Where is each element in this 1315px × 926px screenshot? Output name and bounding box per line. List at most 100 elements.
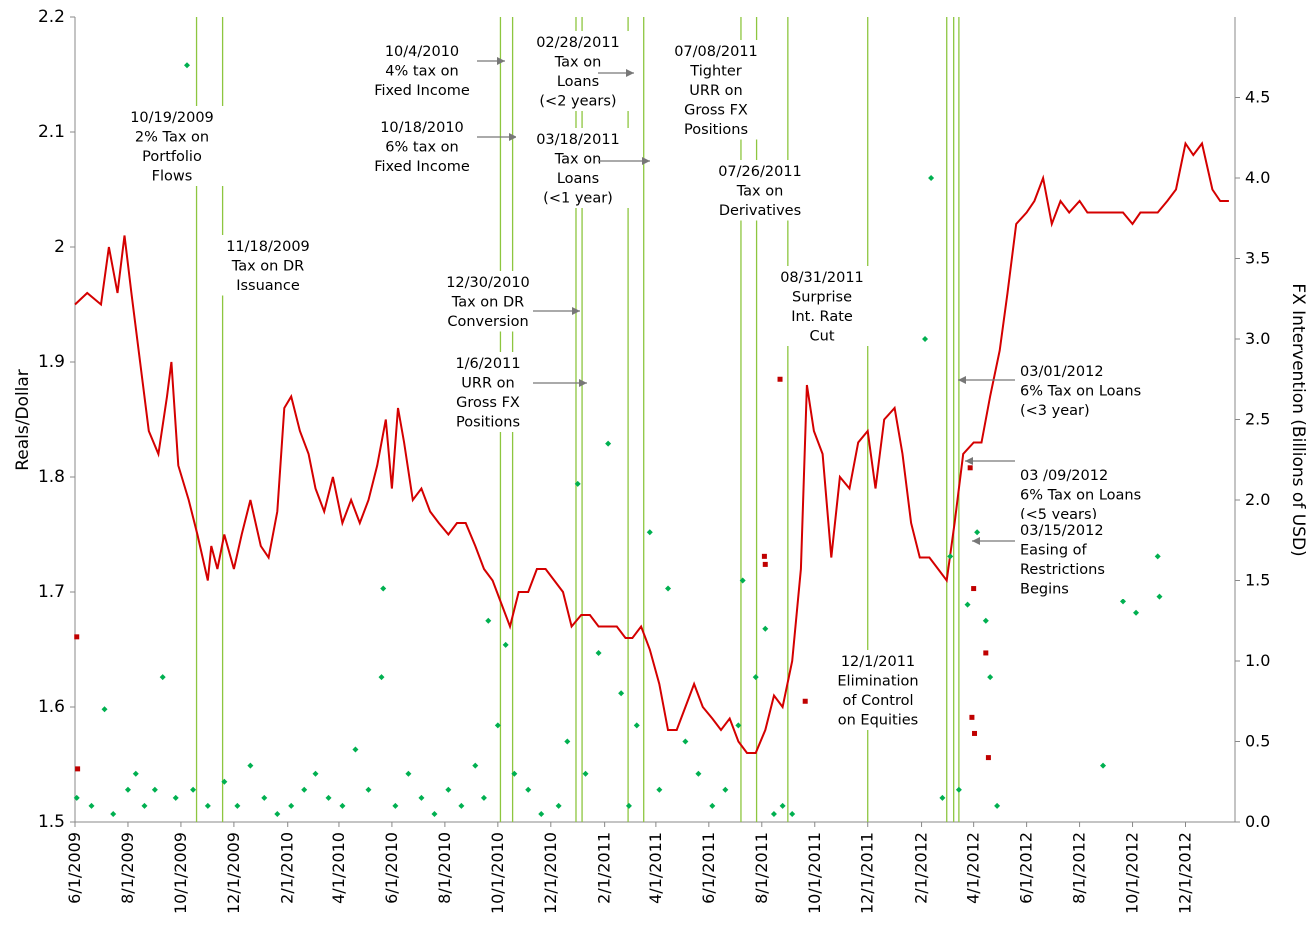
event-label: Tax on: [554, 55, 602, 71]
event-label: Flows: [152, 169, 193, 185]
intervention-point: [982, 617, 989, 624]
x-tick-label: 2/1/2010: [278, 832, 297, 904]
x-tick-label: 6/1/2010: [382, 832, 401, 904]
y2-tick-label: 2.0: [1245, 490, 1270, 509]
event-label: Gross FX: [456, 395, 520, 411]
intervention-point: [485, 617, 492, 624]
arrow-head: [497, 57, 505, 65]
intervention-point: [261, 794, 268, 801]
intervention-point: [288, 802, 295, 809]
intervention-point: [735, 722, 742, 729]
price-line: [74, 140, 1229, 754]
annotation-bg: [110, 106, 234, 186]
intervention-point: [502, 641, 509, 648]
event-label: (<2 years): [539, 94, 616, 110]
event-label: Derivatives: [719, 203, 801, 219]
x-tick-label: 10/1/2012: [1123, 832, 1142, 914]
intervention-point: [1119, 598, 1126, 605]
x-tick-label: 12/1/2011: [858, 832, 877, 914]
event-date: 1/6/2011: [455, 356, 520, 372]
intervention-point: [985, 755, 991, 761]
event-label: 4% tax on: [385, 64, 458, 80]
x-tick-label: 6/1/2012: [1017, 832, 1036, 904]
intervention-point: [172, 794, 179, 801]
intervention-point: [1154, 553, 1161, 560]
intervention-point: [431, 810, 438, 817]
intervention-point: [445, 786, 452, 793]
intervention-point: [789, 810, 796, 817]
intervention-point: [538, 810, 545, 817]
event-date: 03/18/2011: [536, 132, 620, 148]
y2-tick-label: 0.5: [1245, 732, 1270, 751]
event-date: 10/19/2009: [130, 110, 214, 126]
intervention-point: [646, 529, 653, 536]
x-tick-label: 8/1/2012: [1070, 832, 1089, 904]
intervention-point: [994, 802, 1001, 809]
event-label: Easing of: [1020, 543, 1088, 559]
intervention-point: [274, 810, 281, 817]
annotation-bg: [516, 128, 640, 208]
event-label: on Equities: [838, 713, 918, 729]
event-label: (<1 year): [543, 191, 613, 207]
intervention-point: [75, 766, 81, 772]
event-date: 07/26/2011: [718, 164, 802, 180]
intervention-point: [1156, 593, 1163, 600]
arrow-head: [572, 307, 580, 315]
arrow-head: [958, 376, 966, 384]
event-date: 12/1/2011: [841, 654, 915, 670]
intervention-point: [159, 674, 166, 681]
arrow-head: [642, 157, 650, 165]
annotation-bg: [816, 650, 940, 730]
event-date: 12/30/2010: [446, 275, 530, 291]
annotation-bg: [1017, 519, 1139, 599]
intervention-point: [74, 634, 80, 640]
y2-tick-label: 3.0: [1245, 329, 1270, 348]
x-tick-label: 12/1/2010: [541, 832, 560, 914]
event-label: Loans: [557, 74, 599, 90]
event-label: Gross FX: [684, 103, 748, 119]
event-label: Tax on: [736, 184, 784, 200]
intervention-point: [392, 802, 399, 809]
annotation-bg: [426, 271, 550, 332]
intervention-point: [525, 786, 532, 793]
event-label: Surprise: [792, 290, 852, 306]
event-date: 02/28/2011: [536, 35, 620, 51]
intervention-point: [955, 786, 962, 793]
intervention-point: [301, 786, 308, 793]
intervention-point: [574, 480, 581, 487]
event-label: 6% Tax on Loans: [1020, 384, 1141, 400]
intervention-point: [983, 650, 989, 656]
x-tick-label: 12/1/2012: [1176, 832, 1195, 914]
intervention-point: [939, 794, 946, 801]
y2-tick-label: 0.0: [1245, 812, 1270, 831]
intervention-point: [974, 529, 981, 536]
event-label: Tax on DR: [231, 259, 304, 275]
annotation-bg: [760, 266, 884, 346]
event-label: of Control: [843, 693, 914, 709]
intervention-point: [761, 553, 767, 559]
annotation-bg: [360, 116, 484, 177]
intervention-point: [656, 786, 663, 793]
intervention-point: [722, 786, 729, 793]
intervention-point: [947, 553, 954, 560]
event-label: (<3 year): [1020, 403, 1090, 419]
x-tick-label: 12/1/2009: [224, 832, 243, 914]
intervention-point: [480, 794, 487, 801]
event-label: Elimination: [837, 674, 918, 690]
arrow-head: [972, 537, 980, 545]
intervention-point: [605, 440, 612, 447]
intervention-point: [987, 674, 994, 681]
event-date: 11/18/2009: [226, 239, 310, 255]
intervention-point: [779, 802, 786, 809]
y-tick-label: 2.1: [38, 122, 65, 142]
intervention-point: [739, 577, 746, 584]
x-tick-label: 8/1/2010: [435, 832, 454, 904]
intervention-point: [405, 770, 412, 777]
intervention-point: [247, 762, 254, 769]
y2-tick-label: 4.0: [1245, 168, 1270, 187]
intervention-point: [458, 802, 465, 809]
event-date: 10/18/2010: [380, 120, 464, 136]
intervention-point: [625, 802, 632, 809]
annotation-bg: [654, 40, 778, 140]
